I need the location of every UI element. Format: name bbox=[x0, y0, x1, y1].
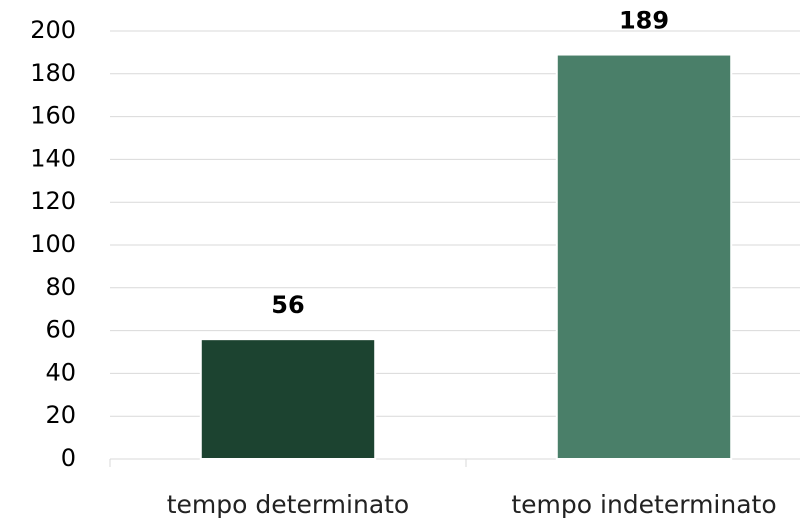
y-tick-label: 0 bbox=[61, 444, 76, 472]
x-tick-label: tempo indeterminato bbox=[511, 490, 776, 519]
y-tick-label: 200 bbox=[30, 16, 76, 44]
x-tick-label: tempo determinato bbox=[167, 490, 409, 519]
bar bbox=[199, 338, 377, 460]
y-tick-label: 60 bbox=[45, 316, 76, 344]
y-tick-label: 140 bbox=[30, 144, 76, 172]
y-tick-label: 100 bbox=[30, 230, 76, 258]
y-tick-label: 40 bbox=[45, 358, 76, 386]
y-tick-label: 160 bbox=[30, 102, 76, 130]
bar bbox=[555, 53, 733, 460]
y-tick-label: 180 bbox=[30, 59, 76, 87]
y-tick-label: 120 bbox=[30, 187, 76, 215]
y-tick-label: 80 bbox=[45, 273, 76, 301]
y-tick-label: 20 bbox=[45, 401, 76, 429]
value-label: 189 bbox=[619, 7, 669, 35]
value-label: 56 bbox=[271, 291, 304, 319]
